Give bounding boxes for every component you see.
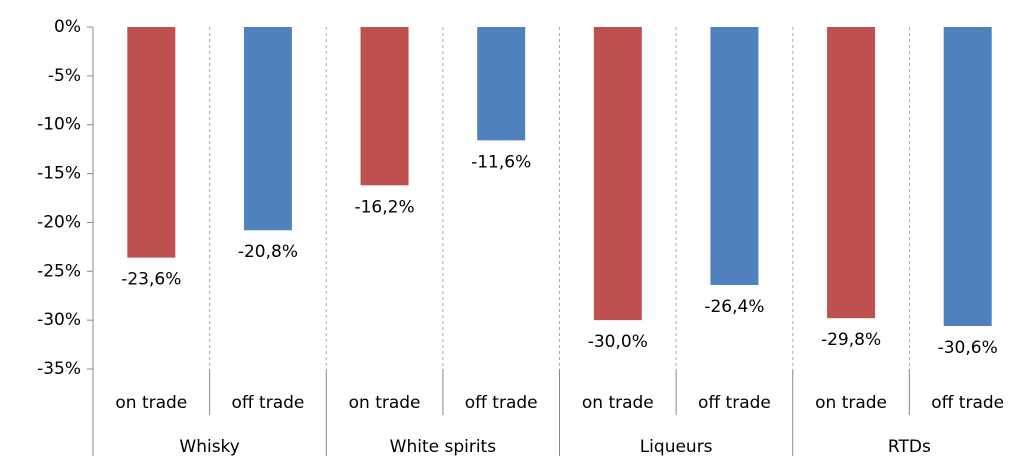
bar (360, 27, 409, 186)
value-label: -20,8% (238, 242, 298, 262)
sub-category-label: off trade (931, 393, 1004, 413)
group-label: RTDs (888, 437, 931, 456)
sub-category-label: on trade (815, 393, 887, 413)
sub-category-label: on trade (582, 393, 654, 413)
bar (127, 27, 176, 258)
group-label: Liqueurs (640, 437, 713, 456)
bar (710, 27, 759, 285)
sub-category-label: on trade (349, 393, 421, 413)
group-label: Whisky (179, 437, 239, 456)
y-tick-label: -15% (37, 164, 81, 184)
y-tick-label: -20% (37, 212, 81, 232)
bar (477, 27, 526, 141)
sub-category-label: off trade (465, 393, 538, 413)
sub-category-label: off trade (232, 393, 305, 413)
value-label: -26,4% (704, 297, 764, 317)
y-tick-label: -10% (37, 115, 81, 135)
bar (943, 27, 992, 327)
sub-category-label: on trade (115, 393, 187, 413)
value-label: -29,8% (821, 330, 881, 350)
value-label: -30,6% (938, 338, 998, 358)
y-tick-label: -35% (37, 359, 81, 379)
value-label: -11,6% (471, 152, 531, 172)
y-tick-label: -30% (37, 310, 81, 330)
group-label: White spirits (390, 437, 497, 456)
y-tick-label: 0% (54, 17, 81, 37)
value-label: -23,6% (121, 270, 181, 290)
bar (593, 27, 642, 321)
value-label: -30,0% (588, 332, 648, 352)
sub-category-label: off trade (698, 393, 771, 413)
y-tick-label: -25% (37, 261, 81, 281)
bar (827, 27, 876, 319)
bar (243, 27, 292, 231)
y-tick-label: -5% (48, 66, 81, 86)
value-label: -16,2% (354, 197, 414, 217)
